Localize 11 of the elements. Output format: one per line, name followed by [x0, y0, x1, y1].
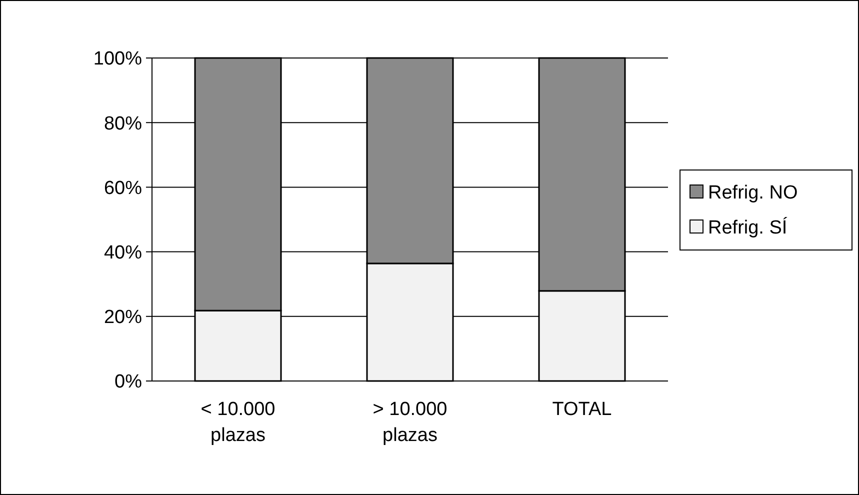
y-tick-label: 100%: [93, 48, 142, 70]
x-tick-label: < 10.000 plazas: [200, 399, 276, 446]
legend-label: Refrig. SÍ: [708, 216, 788, 239]
legend-label: Refrig. NO: [708, 182, 798, 204]
y-tick-label: 20%: [104, 307, 142, 328]
y-tick-label: 60%: [104, 178, 142, 199]
x-tick-label: TOTAL: [552, 399, 612, 420]
y-tick-label: 40%: [104, 242, 142, 264]
x-tick-label: > 10.000 plazas: [372, 399, 448, 446]
y-tick-label: 0%: [114, 372, 142, 393]
y-tick-label: 80%: [104, 113, 142, 134]
